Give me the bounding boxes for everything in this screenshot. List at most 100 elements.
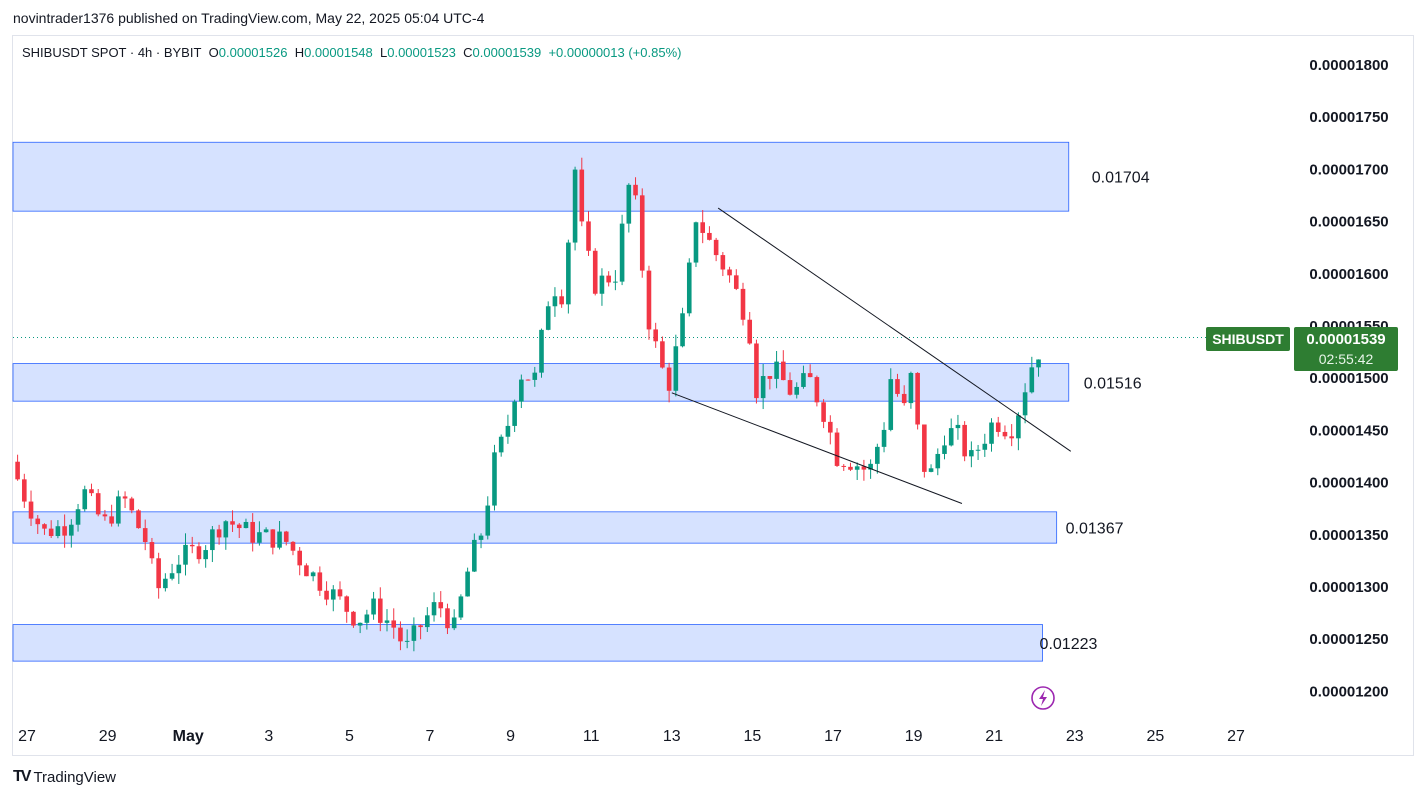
x-tick-label: 27 xyxy=(18,728,36,745)
candle-body xyxy=(908,372,914,404)
candle-body xyxy=(498,436,504,453)
candle-body xyxy=(357,622,363,626)
candle-body xyxy=(203,550,208,560)
candle-body xyxy=(572,169,578,243)
candle-body xyxy=(478,535,484,540)
candle-body xyxy=(236,524,242,529)
y-tick-label: 0.00001450 xyxy=(1309,422,1388,439)
candle-body xyxy=(270,529,276,548)
candle-body xyxy=(149,542,155,559)
candle-body xyxy=(337,589,343,597)
candle-body xyxy=(774,361,779,379)
trendlines xyxy=(671,207,1072,504)
price-axis: 0.00001200 0.00001250 0.00001300 0.00001350… xyxy=(1309,57,1388,700)
time-axis: 27 29 May 3 5 7 9 11 13 15 17 19 21 23 25 27 xyxy=(18,728,1245,745)
candle-body xyxy=(700,222,705,233)
candle-body xyxy=(196,546,202,560)
candle-body xyxy=(290,541,296,551)
candle-body xyxy=(713,239,719,256)
candle-body xyxy=(552,296,558,307)
candle-body xyxy=(69,524,74,536)
y-tick-label: 0.00001500 xyxy=(1309,370,1388,387)
candle-body xyxy=(169,573,175,579)
zone-3 xyxy=(12,511,1058,544)
candle-body xyxy=(848,466,853,470)
candle-body xyxy=(425,615,430,628)
candle-body xyxy=(297,550,302,566)
candle-body xyxy=(707,232,712,240)
candle-body xyxy=(156,558,161,589)
x-tick-label: 3 xyxy=(264,728,273,745)
candle-body xyxy=(767,376,773,379)
price-tag-value-bg xyxy=(1294,327,1398,371)
x-tick-label: 23 xyxy=(1066,728,1084,745)
candle-body xyxy=(592,250,598,294)
candle-body xyxy=(263,529,269,533)
candle-body xyxy=(304,565,309,577)
candle-body xyxy=(344,596,350,612)
chart-frame[interactable] xyxy=(12,35,1414,756)
candle-body xyxy=(895,379,900,394)
candle-body xyxy=(875,446,880,464)
candle-body xyxy=(989,422,994,444)
candle-body xyxy=(613,281,618,283)
x-tick-label: 13 xyxy=(663,728,681,745)
price-tag-countdown: 02:55:42 xyxy=(1319,351,1374,367)
candle-body xyxy=(901,393,907,404)
x-tick-label: 17 xyxy=(824,728,842,745)
candle-body xyxy=(760,376,766,399)
candle-body xyxy=(680,313,685,347)
candle-body xyxy=(814,377,820,403)
candle-body xyxy=(861,466,867,470)
y-tick-label: 0.00001800 xyxy=(1309,57,1388,74)
candle-body xyxy=(15,461,20,480)
footer-brand-text: TradingView xyxy=(33,768,116,786)
x-tick-label: 19 xyxy=(905,728,923,745)
lightning-icon[interactable] xyxy=(1031,686,1055,710)
candle-body xyxy=(693,222,699,263)
price-tag-symbol-bg xyxy=(1206,327,1290,351)
candle-body xyxy=(324,590,329,600)
candle-body xyxy=(223,521,229,538)
legend-high: 0.00001548 xyxy=(304,45,373,60)
candle-body xyxy=(801,373,806,387)
y-tick-label: 0.00001350 xyxy=(1309,527,1388,544)
candle-body xyxy=(445,608,450,629)
candle-body xyxy=(277,531,282,548)
candle-body xyxy=(928,468,934,472)
x-tick-label: 29 xyxy=(99,728,117,745)
legend-open-label: O xyxy=(208,45,219,60)
candle-body xyxy=(28,501,34,519)
candle-body xyxy=(102,514,108,517)
y-tick-label: 0.00001300 xyxy=(1309,579,1388,596)
candle-body xyxy=(210,529,215,551)
candle-body xyxy=(438,602,444,609)
candle-body xyxy=(1029,367,1035,393)
candle-body xyxy=(794,386,800,395)
price-tag: SHIBUSDT 0.00001539 02:55:42 xyxy=(1206,327,1398,371)
candle-body xyxy=(821,402,826,422)
candle-body xyxy=(935,453,941,469)
candle-body xyxy=(579,169,585,222)
x-tick-label: 9 xyxy=(506,728,515,745)
candle-body xyxy=(881,429,887,447)
candle-body xyxy=(834,432,840,466)
candle-body xyxy=(525,379,531,381)
candle-body xyxy=(257,532,262,543)
candle-body xyxy=(962,424,967,457)
candle-body xyxy=(639,195,645,271)
footer-brand[interactable]: TV TradingView xyxy=(13,768,116,786)
candle-body xyxy=(512,401,517,426)
y-tick-label: 0.00001600 xyxy=(1309,266,1388,283)
candle-body xyxy=(216,529,222,538)
y-tick-label: 0.00001400 xyxy=(1309,475,1388,492)
candle-body xyxy=(404,640,410,642)
candle-body xyxy=(189,544,195,547)
candle-body xyxy=(116,496,121,524)
candle-body xyxy=(982,443,988,450)
candle-body xyxy=(787,380,793,395)
publisher-line: novintrader1376 published on TradingView… xyxy=(13,10,485,26)
candle-body xyxy=(136,510,141,529)
candle-body xyxy=(250,521,255,543)
